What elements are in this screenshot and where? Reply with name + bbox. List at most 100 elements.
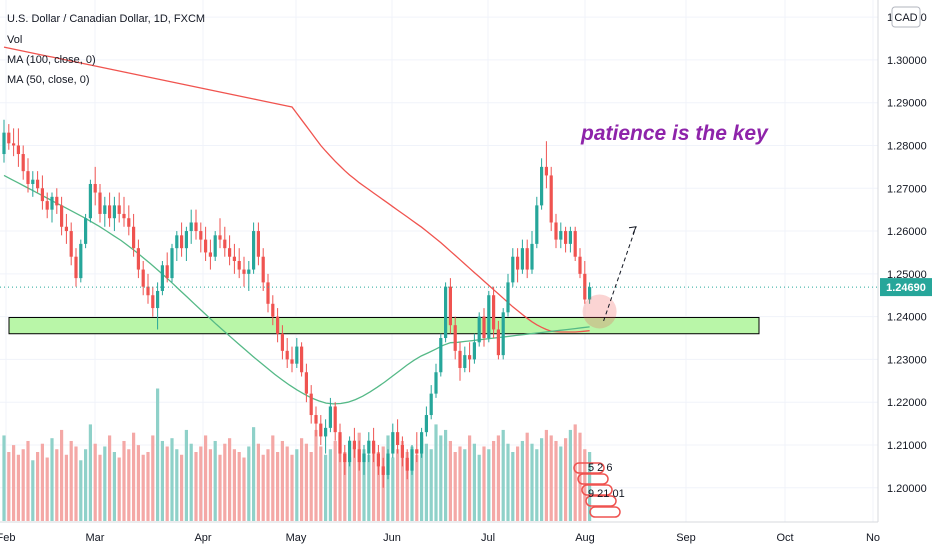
- volume-bar: [554, 440, 558, 521]
- candle-body: [252, 231, 256, 270]
- volume-bar: [324, 454, 328, 521]
- candle: [434, 363, 438, 398]
- candle-body: [132, 226, 136, 249]
- candle: [84, 213, 88, 249]
- price-tick-label: 1.24000: [887, 312, 927, 324]
- candle-body: [146, 286, 150, 296]
- volume-bar: [396, 449, 400, 521]
- candle-body: [36, 179, 40, 189]
- volume-bar: [12, 445, 16, 521]
- volume-bar: [122, 440, 126, 521]
- volume-bar: [295, 449, 299, 521]
- candle: [271, 295, 275, 326]
- volume-bar: [444, 429, 448, 521]
- candle: [127, 205, 131, 236]
- candle: [276, 308, 280, 343]
- candle: [36, 171, 40, 193]
- candle-body: [304, 372, 308, 394]
- candle-body: [554, 222, 558, 240]
- volume-bar: [160, 440, 164, 521]
- volume-bar: [482, 446, 486, 521]
- volume-legend[interactable]: Vol: [7, 34, 22, 46]
- candle-body: [26, 171, 30, 184]
- candle: [468, 342, 472, 373]
- price-axis[interactable]: 1.20000 1.21000 1.22000 1.23000 1.24000 1.250…: [877, 0, 932, 522]
- volume-bar: [31, 460, 35, 521]
- volume-bar: [156, 388, 160, 521]
- volume-bar: [285, 446, 289, 521]
- candle-body: [372, 440, 376, 454]
- volume-bar: [64, 454, 68, 521]
- event-markers[interactable]: 5 2 6 9 21 01: [588, 462, 625, 500]
- time-axis[interactable]: Feb Mar Apr May Jun Jul Aug Sep Oct No: [0, 521, 880, 544]
- currency-badge[interactable]: [891, 6, 921, 28]
- candle-body: [333, 406, 337, 433]
- time-tick-label: Feb: [0, 532, 15, 544]
- volume-bar: [108, 435, 112, 521]
- candle: [487, 290, 491, 343]
- volume-bar: [7, 452, 11, 521]
- candle: [357, 440, 361, 471]
- volume-bar: [84, 449, 88, 521]
- volume-bar: [60, 429, 64, 521]
- volume-bar: [55, 449, 59, 521]
- candle: [175, 231, 179, 261]
- candle: [208, 239, 212, 270]
- volume-bar: [568, 429, 572, 521]
- candle-body: [444, 286, 448, 339]
- candle: [352, 427, 356, 458]
- annotation-text[interactable]: patience is the key: [580, 122, 769, 145]
- candle: [50, 192, 54, 223]
- volume-bar: [141, 454, 145, 521]
- volume-bar: [266, 449, 270, 521]
- candle-body: [453, 325, 457, 351]
- candle: [501, 308, 505, 360]
- candle-body: [218, 235, 222, 240]
- candle-body: [84, 218, 88, 244]
- volume-bar: [588, 452, 592, 521]
- candle-body: [415, 449, 419, 454]
- candle: [26, 158, 30, 193]
- candle-body: [122, 213, 126, 219]
- candle: [396, 419, 400, 454]
- volume-bar: [21, 449, 25, 521]
- volume-bar: [112, 452, 116, 521]
- candle: [554, 213, 558, 249]
- event-marker-row2[interactable]: 9 21 01: [588, 488, 625, 500]
- volume-bar: [132, 432, 136, 521]
- candle-body: [247, 269, 251, 274]
- volume-bar: [276, 452, 280, 521]
- price-tick-label: 1.29000: [887, 98, 927, 110]
- candle: [60, 196, 64, 236]
- candle: [415, 432, 419, 463]
- volume-bar: [304, 443, 308, 521]
- candle-body: [544, 166, 548, 176]
- candle-body: [280, 333, 284, 351]
- volume-bar: [559, 446, 563, 521]
- candle: [439, 333, 443, 377]
- candle: [40, 175, 44, 210]
- candle-body: [573, 231, 577, 257]
- candle: [64, 213, 68, 244]
- ma50-legend[interactable]: MA (50, close, 0): [7, 74, 90, 86]
- candle-body: [324, 427, 328, 437]
- time-tick-label: Sep: [676, 532, 696, 544]
- volume-bar: [218, 454, 222, 521]
- candle: [309, 385, 313, 424]
- candle: [213, 231, 217, 261]
- candle-body: [520, 248, 524, 270]
- volume-bar: [578, 432, 582, 521]
- event-marker-row1[interactable]: 5 2 6: [588, 462, 612, 474]
- volume-bar: [93, 443, 97, 521]
- volume-bar: [530, 443, 534, 521]
- volume-bar: [199, 446, 203, 521]
- ma100-legend[interactable]: MA (100, close, 0): [7, 54, 96, 66]
- volume-bar: [74, 446, 78, 521]
- candle-body: [559, 231, 563, 240]
- volume-bar: [405, 452, 409, 521]
- volume-bar: [314, 429, 318, 521]
- symbol-title[interactable]: U.S. Dollar / Canadian Dollar, 1D, FXCM: [7, 13, 205, 25]
- candle: [151, 286, 155, 317]
- candle-body: [180, 235, 184, 249]
- candle: [559, 222, 563, 249]
